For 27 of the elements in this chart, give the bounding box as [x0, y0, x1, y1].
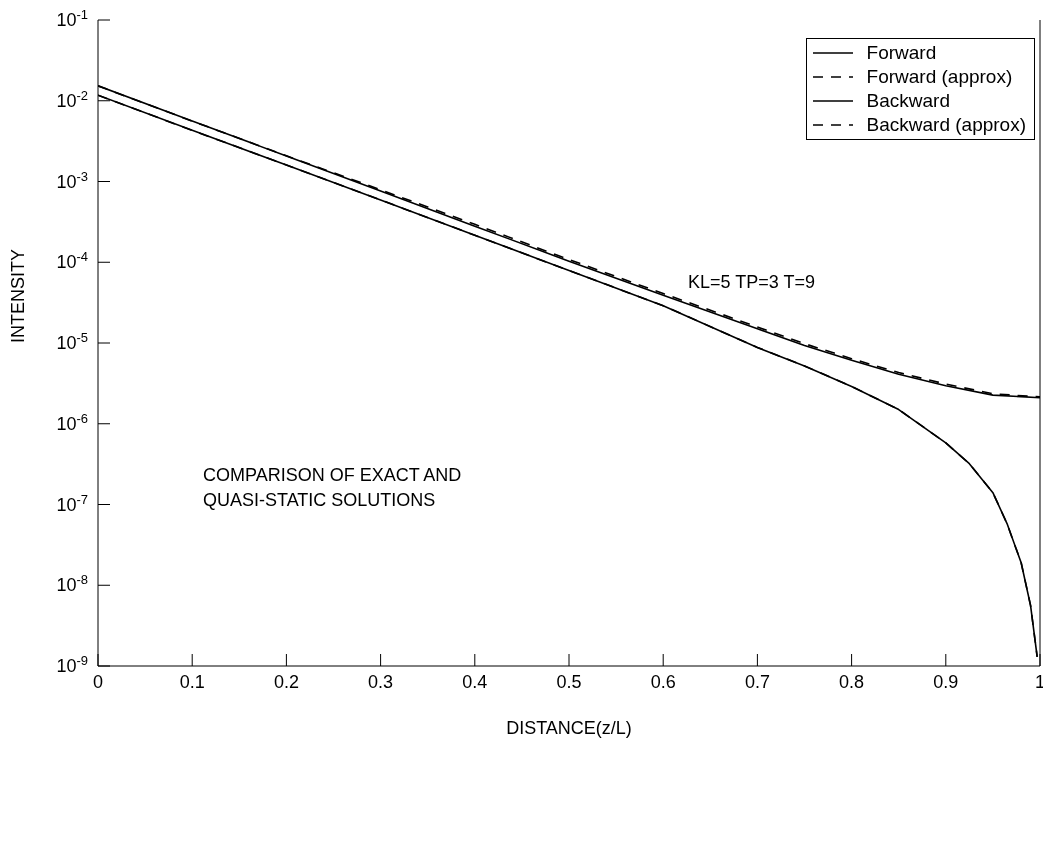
x-tick-label: 0.4	[462, 672, 488, 692]
y-tick-label: 10$^{-3}$	[56, 168, 88, 192]
legend-label: Forward	[866, 42, 937, 64]
legend-label: Backward (approx)	[866, 114, 1026, 136]
y-tick-label: 10$^{-1}$	[56, 6, 88, 30]
y-tick-label: 10$^{-4}$	[56, 248, 88, 273]
x-tick-label: 0.3	[368, 672, 394, 692]
x-tick-label: 0.8	[839, 672, 865, 692]
y-tick-label: 10$^{-6}$	[56, 410, 88, 434]
y-axis-title: INTENSITY	[8, 248, 29, 343]
legend-label: Backward	[866, 90, 950, 112]
x-tick-label: 0.7	[744, 672, 770, 692]
y-tick-label: 10$^{-9}$	[56, 652, 88, 676]
annotation: KL=5 TP=3 T=9	[688, 271, 815, 294]
y-tick-label: 10$^{-8}$	[56, 571, 88, 596]
x-tick-label: 0.5	[556, 672, 582, 692]
x-tick-label: 0.2	[273, 672, 299, 692]
x-tick-label: 0.6	[650, 672, 676, 692]
y-tick-label: 10$^{-5}$	[56, 329, 88, 353]
x-tick-label: 0.9	[933, 672, 959, 692]
y-tick-label: 10$^{-2}$	[56, 87, 88, 111]
x-tick-label: 0.1	[179, 672, 205, 692]
x-tick-label: 0	[92, 672, 104, 692]
legend-label: Forward (approx)	[866, 66, 1013, 88]
y-tick-label: 10$^{-7}$	[56, 491, 88, 515]
x-axis-title: DISTANCE(z/L)	[506, 718, 632, 738]
annotation: COMPARISON OF EXACT AND QUASI-STATIC SOLUTIONS	[203, 464, 462, 512]
